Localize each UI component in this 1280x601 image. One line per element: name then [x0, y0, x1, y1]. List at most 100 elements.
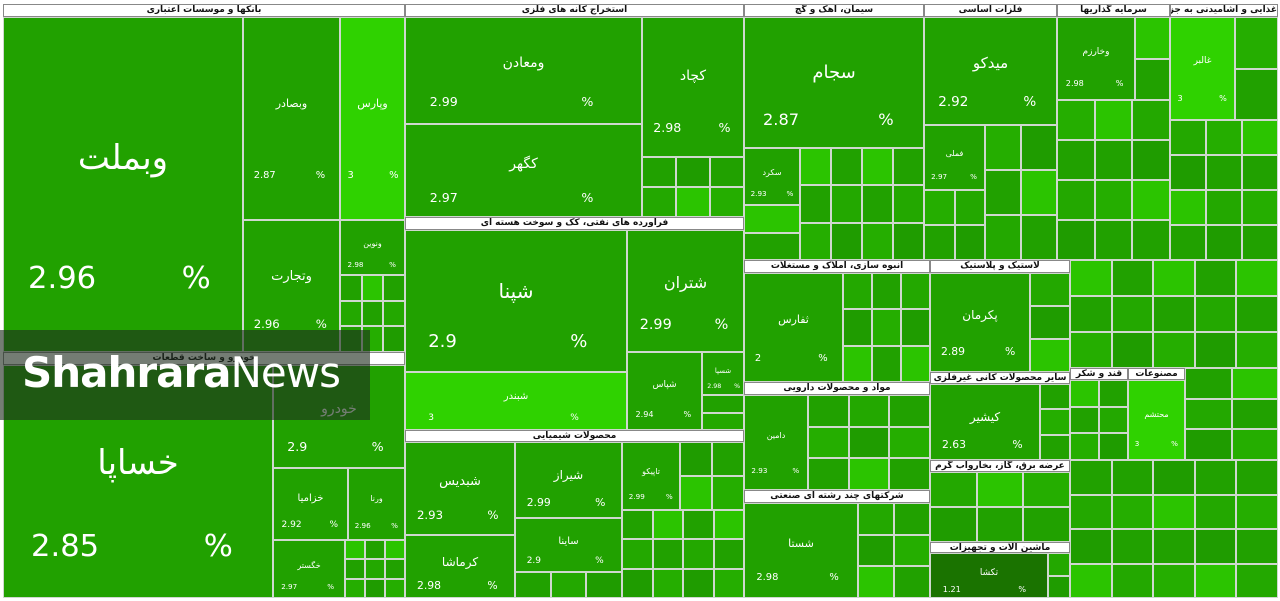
small-tile: [1132, 220, 1170, 260]
stock-tile: خگستر 2.97%: [273, 540, 345, 598]
stock-change: 2.87: [253, 170, 276, 182]
small-tile: [1170, 190, 1206, 225]
small-tile: [345, 540, 365, 560]
small-tile: [550, 572, 587, 598]
small-tile: [1185, 368, 1232, 399]
sector-title: مصنوعات: [1128, 368, 1185, 380]
stock-name: شبدیس: [439, 474, 481, 490]
stock-tile: تاپیکو 2.99%: [622, 442, 680, 510]
stock-tile: دامین 2.93%: [744, 395, 808, 490]
small-tile: [1170, 225, 1206, 260]
small-tile: [1021, 170, 1057, 215]
small-tile: [1070, 380, 1099, 407]
small-tile: [976, 507, 1024, 542]
small-tile: [683, 510, 714, 540]
stock-tile: خزامیا 2.92%: [273, 468, 348, 540]
small-tile: [808, 395, 849, 427]
percent-sign: %: [1012, 437, 1023, 451]
sector-title: انبوه سازی، املاک و مستغلات: [744, 260, 930, 273]
small-tile: [862, 185, 893, 223]
small-tile: [1194, 494, 1237, 529]
small-tile: [1170, 155, 1206, 190]
stock-change: 2.9: [428, 330, 457, 352]
percent-sign: %: [315, 170, 326, 182]
small-tile: [1153, 332, 1195, 368]
stock-tile: ونوین 2.98%: [340, 220, 405, 275]
percent-sign: %: [595, 555, 604, 566]
stock-tile: پکرمان 2.89%: [930, 273, 1030, 372]
small-tile: [1030, 273, 1070, 306]
stock-name: کگهر: [509, 155, 538, 172]
stock-name: سجام: [812, 62, 856, 84]
stock-tile: کچاد 2.98%: [642, 17, 744, 157]
small-tile: [858, 566, 894, 598]
stock-name: تاپیکو: [642, 466, 660, 476]
small-tile: [622, 539, 653, 569]
small-tile: [1194, 563, 1237, 598]
stock-change: 2.9: [526, 555, 542, 566]
percent-sign: %: [829, 572, 839, 584]
small-tile: [1194, 529, 1237, 564]
stock-name: وتجارت: [271, 268, 312, 284]
small-tile: [712, 476, 744, 510]
stock-tile: شبندر 3%: [405, 372, 627, 430]
small-tile: [843, 309, 872, 346]
small-tile: [744, 205, 800, 233]
small-tile: [1231, 398, 1278, 430]
small-tile: [893, 222, 924, 260]
stock-tile: کیشیر 2.63%: [930, 384, 1040, 460]
small-tile: [1111, 260, 1154, 296]
percent-sign: %: [718, 119, 731, 135]
small-tile: [985, 125, 1021, 170]
small-tile: [1094, 180, 1133, 220]
stock-tile: شتران 2.99%: [627, 230, 744, 352]
percent-sign: %: [683, 408, 692, 419]
small-tile: [1206, 120, 1242, 155]
small-tile: [930, 507, 977, 542]
small-tile: [1094, 140, 1133, 180]
stock-tile: فملی 2.97%: [924, 125, 985, 190]
percent-sign: %: [581, 189, 594, 205]
stock-tile: سکرد 2.93%: [744, 148, 800, 205]
percent-sign: %: [878, 110, 894, 130]
small-tile: [365, 578, 385, 598]
percent-sign: %: [970, 172, 977, 182]
small-tile: [702, 412, 744, 430]
stock-name: ساینا: [558, 535, 579, 547]
stock-change: 2.94: [635, 408, 654, 419]
percent-sign: %: [203, 529, 233, 565]
watermark-light: News: [230, 348, 341, 397]
percent-sign: %: [792, 465, 800, 475]
small-tile: [1206, 155, 1242, 190]
small-tile: [713, 539, 744, 569]
small-tile: [848, 426, 890, 459]
small-tile: [800, 222, 831, 260]
small-tile: [985, 215, 1021, 260]
stock-tile: غالبر 3%: [1170, 17, 1235, 120]
stock-name: خزامیا: [297, 493, 324, 505]
sector-title: فلزات اساسی: [924, 4, 1057, 17]
stock-change: 2.92: [938, 93, 969, 110]
small-tile: [862, 148, 893, 186]
sector-title: ماشین آلات و تجهیزات: [930, 542, 1070, 553]
small-tile: [894, 566, 930, 598]
stock-change: 2.96: [28, 260, 97, 296]
small-tile: [1111, 529, 1154, 564]
percent-sign: %: [570, 330, 588, 352]
watermark-bold: Shahrara: [22, 348, 232, 397]
small-tile: [340, 300, 362, 327]
small-tile: [385, 559, 405, 579]
stock-change: 2.99: [628, 491, 645, 501]
stock-change: 2.96: [253, 316, 280, 331]
small-tile: [1132, 100, 1170, 140]
stock-tile: کرماشا 2.98%: [405, 535, 515, 598]
small-tile: [365, 540, 385, 560]
stock-name: وبصادر: [275, 96, 308, 110]
stock-change: 2.98: [417, 578, 442, 592]
small-tile: [1242, 190, 1278, 225]
stock-change: 2.98: [707, 382, 722, 390]
percent-sign: %: [1023, 93, 1037, 110]
small-tile: [1235, 17, 1278, 69]
small-tile: [676, 157, 710, 187]
stock-tile: شپاس 2.94%: [627, 352, 702, 430]
